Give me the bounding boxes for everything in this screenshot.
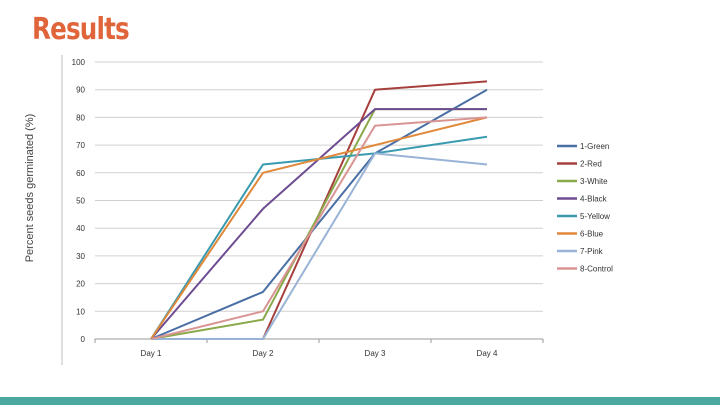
legend-label: 7-Pink bbox=[580, 247, 604, 256]
x-tick-label: Day 3 bbox=[365, 349, 386, 358]
y-tick-label: 50 bbox=[76, 197, 85, 206]
axes: 0 10 20 30 40 50 60 70 80 90 100 Day 1 Day 2 Day 3 Day… bbox=[72, 58, 544, 358]
footer-accent-bar bbox=[0, 397, 720, 405]
series-line-8-control bbox=[150, 116, 488, 340]
y-tick-label: 80 bbox=[76, 113, 85, 122]
series-lines bbox=[150, 80, 488, 340]
series-line-7-pink bbox=[151, 152, 488, 340]
series-line-2-red bbox=[151, 80, 488, 340]
x-tick-label: Day 1 bbox=[141, 349, 162, 358]
y-tick-label: 40 bbox=[76, 224, 85, 233]
y-tick-label: 30 bbox=[76, 252, 85, 261]
legend-label: 3-White bbox=[580, 177, 608, 186]
legend-label: 5-Yellow bbox=[580, 212, 610, 221]
gridlines bbox=[95, 61, 543, 312]
legend-label: 6-Blue bbox=[580, 230, 604, 239]
slide-title: Results bbox=[32, 12, 130, 47]
y-tick-label: 0 bbox=[81, 335, 86, 344]
legend-label: 8-Control bbox=[580, 265, 613, 274]
legend-label: 4-Black bbox=[580, 195, 608, 204]
y-tick-label: 20 bbox=[76, 280, 85, 289]
legend-label: 2-Red bbox=[580, 160, 602, 169]
y-tick-label: 60 bbox=[76, 169, 85, 178]
legend: 1-Green 2-Red 3-White 4-Black 5-Yellow 6-Blue… bbox=[557, 142, 613, 274]
y-tick-label: 90 bbox=[76, 86, 85, 95]
series-line-5-yellow bbox=[150, 135, 488, 340]
x-tick-label: Day 4 bbox=[477, 349, 498, 358]
y-tick-label: 70 bbox=[76, 141, 85, 150]
x-tick-label: Day 2 bbox=[253, 349, 274, 358]
y-tick-label: 10 bbox=[76, 307, 85, 316]
y-tick-label: 100 bbox=[72, 58, 86, 67]
legend-label: 1-Green bbox=[580, 142, 609, 151]
series-line-6-blue bbox=[150, 116, 488, 340]
y-axis-label: Percent seeds germinated (%) bbox=[24, 114, 36, 263]
